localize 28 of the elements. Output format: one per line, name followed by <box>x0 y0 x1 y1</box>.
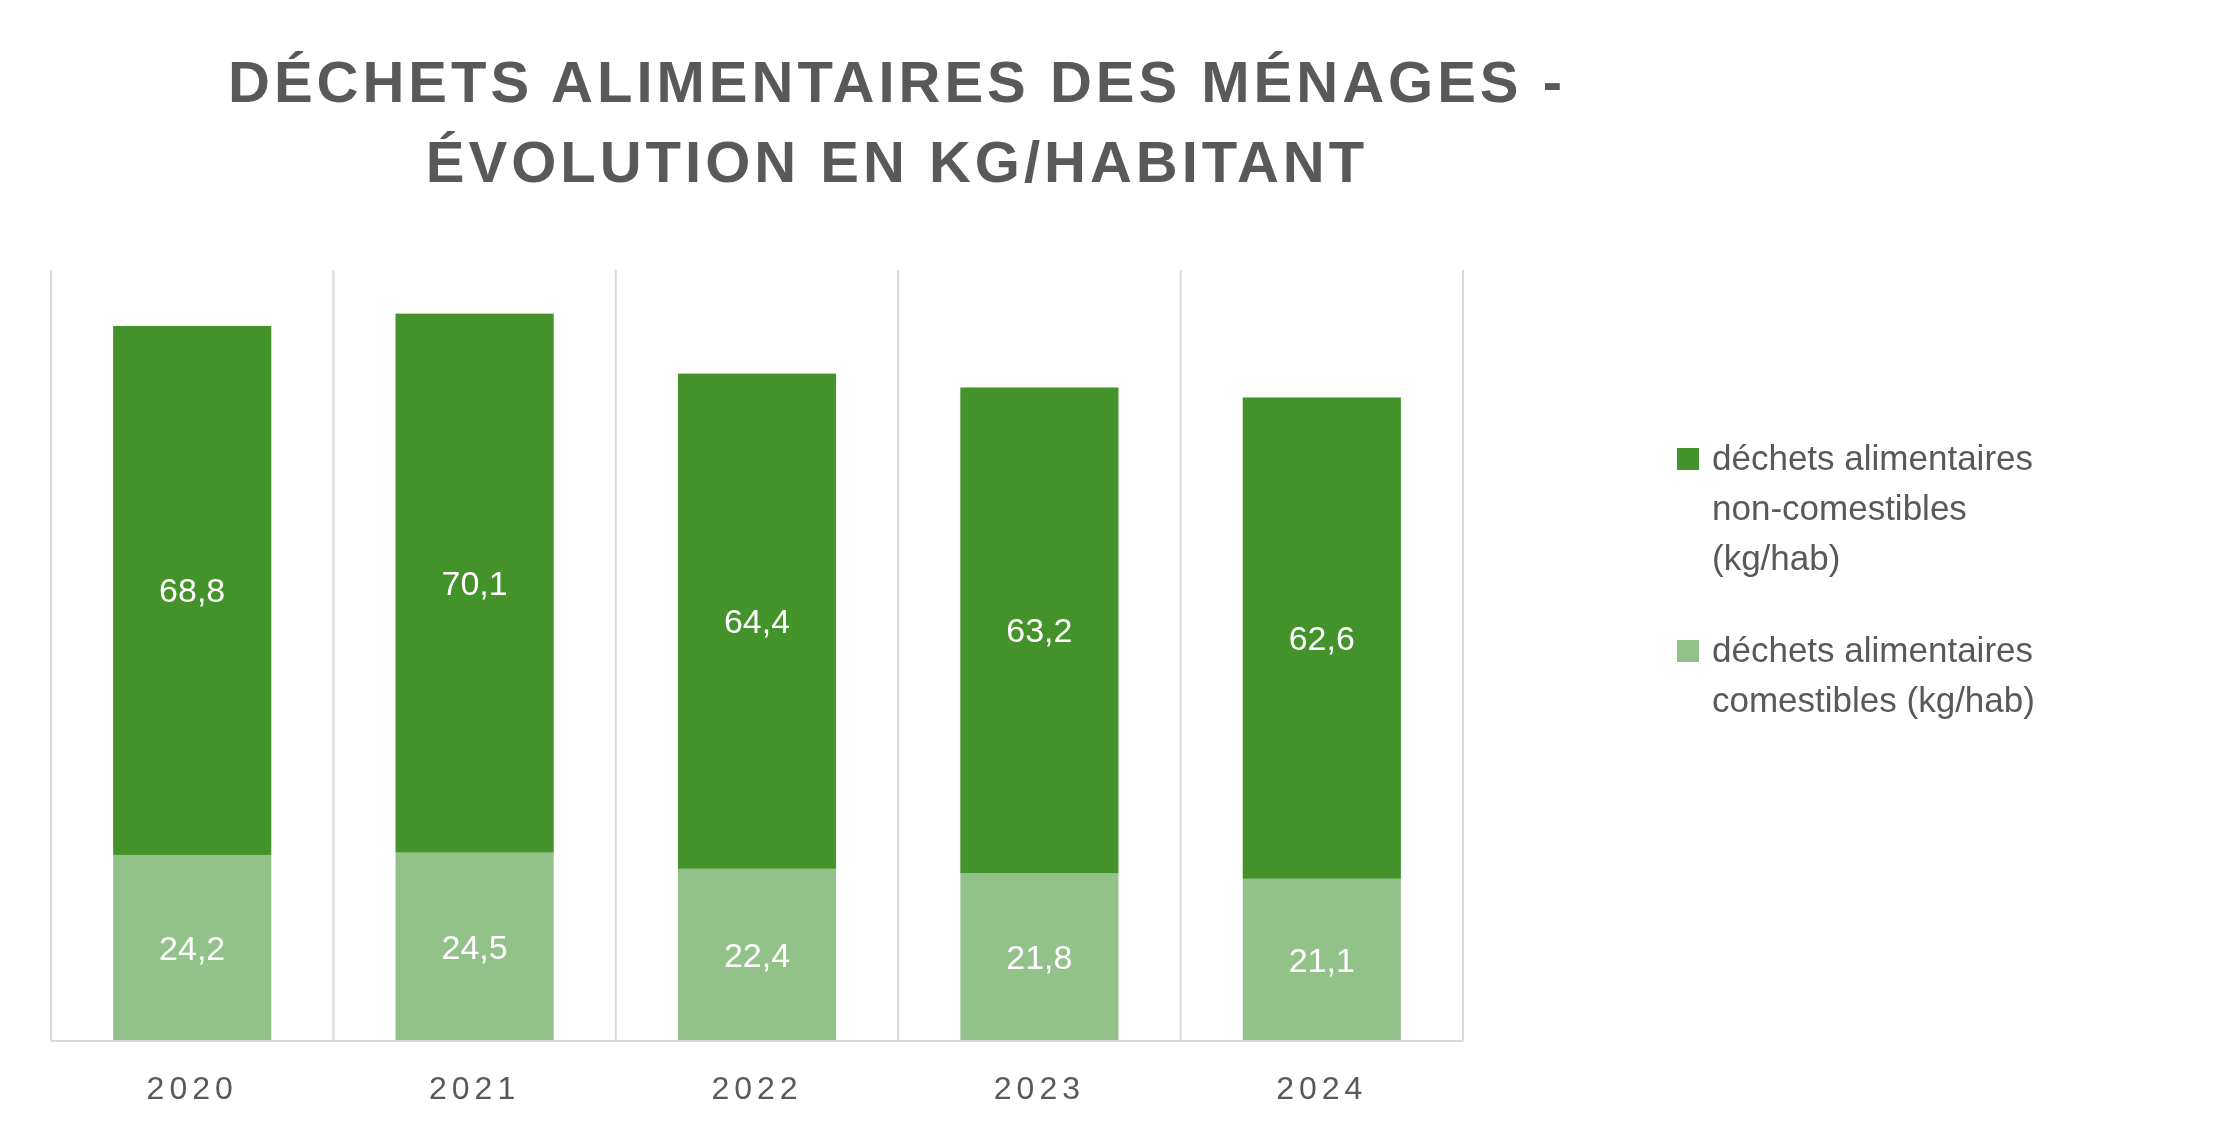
data-label: 21,1 <box>1288 940 1355 979</box>
x-tick-label: 2024 <box>1276 1070 1368 1106</box>
bar <box>677 373 837 869</box>
bar <box>960 873 1119 1041</box>
data-label: 63,2 <box>1006 611 1073 650</box>
legend-label: déchets alimentaires comestibles (kg/hab) <box>1712 630 2035 719</box>
x-tick-label: 2020 <box>146 1070 238 1106</box>
x-tick-label: 2021 <box>429 1070 521 1106</box>
bar <box>1242 878 1401 1041</box>
x-tick-label: 2023 <box>993 1070 1085 1106</box>
data-label: 24,2 <box>159 928 226 967</box>
bar <box>1242 397 1401 879</box>
x-tick-label: 2022 <box>711 1070 803 1106</box>
legend-label: déchets alimentaires non-comestibles (kg/hab) <box>1712 438 2033 577</box>
chart-title: DÉCHETS ALIMENTAIRES DES MÉNAGES - ÉVOLUTION EN KG/HABITANT <box>228 49 1566 194</box>
data-label: 70,1 <box>441 564 508 603</box>
bar <box>960 387 1119 874</box>
bar <box>395 313 554 853</box>
data-label: 21,8 <box>1006 938 1073 977</box>
data-label: 22,4 <box>723 935 791 974</box>
data-label: 68,8 <box>159 571 226 610</box>
data-label: 24,5 <box>441 927 508 966</box>
data-label: 62,6 <box>1288 619 1355 658</box>
bar <box>113 325 272 855</box>
bar <box>677 868 837 1041</box>
data-label: 64,4 <box>723 602 791 641</box>
bar <box>113 854 272 1041</box>
bar <box>395 852 554 1041</box>
